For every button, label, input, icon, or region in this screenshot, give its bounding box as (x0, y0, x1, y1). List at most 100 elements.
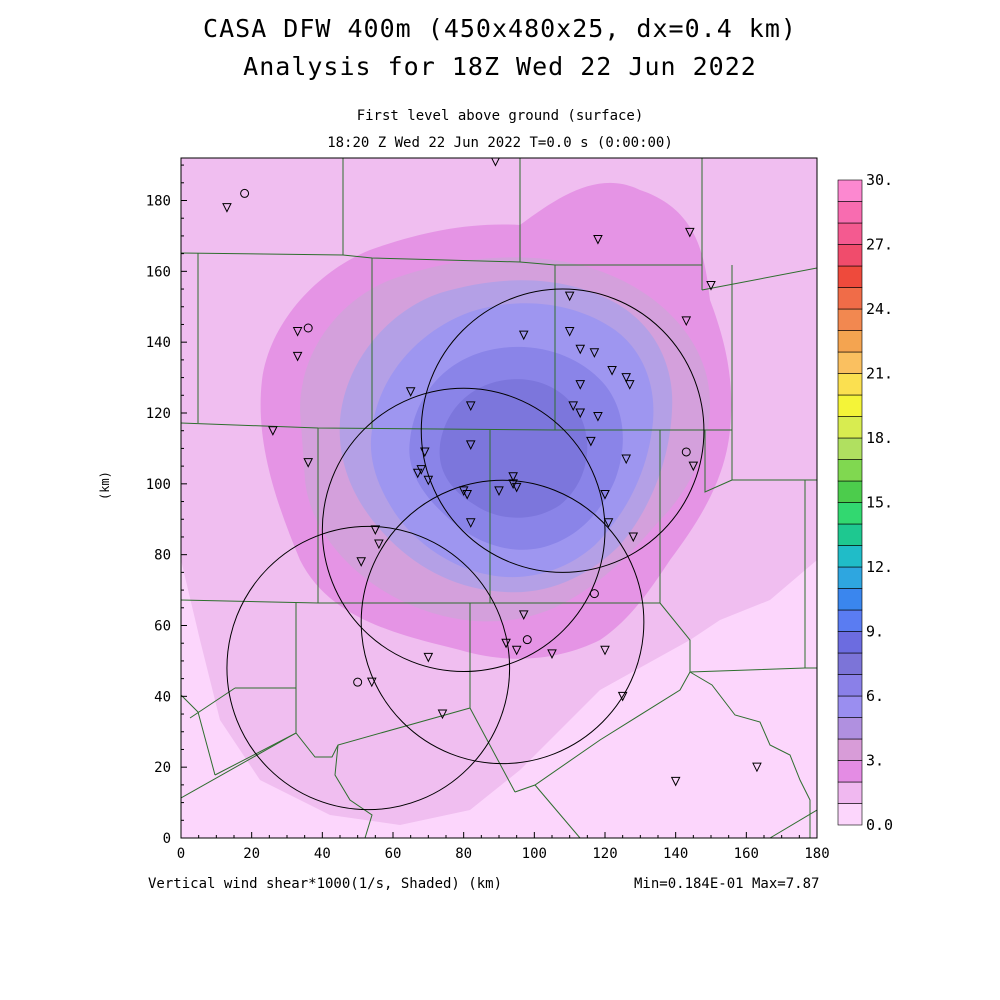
colorbar-swatch (837, 373, 863, 396)
station-triangle (593, 234, 603, 245)
colorbar-swatch (837, 287, 863, 310)
station-triangle (684, 227, 695, 238)
colorbar-swatch (837, 265, 863, 288)
station-triangle (575, 380, 586, 390)
station-triangle (688, 461, 699, 472)
colorbar-swatch (837, 674, 863, 697)
colorbar-label: 27. (866, 236, 893, 254)
y-axis: 0 20 40 60 80 100 120 140 160 180 (146, 164, 187, 847)
colorbar-swatch (837, 351, 863, 374)
radar-ring-3 (360, 479, 645, 765)
colorbar-swatch (837, 652, 863, 675)
station-circle (240, 188, 250, 198)
colorbar-swatch (837, 244, 863, 267)
colorbar-label: 30. (866, 171, 893, 189)
colorbar-swatch (837, 717, 863, 740)
y-tick-label: 0 (163, 831, 171, 847)
station-triangle (374, 539, 384, 550)
station-triangle (412, 468, 423, 479)
station-triangle (624, 380, 635, 390)
colorbar-swatch (837, 588, 863, 611)
station-triangle (303, 458, 314, 468)
station-triangle (564, 291, 575, 302)
colorbar-swatch (837, 201, 863, 224)
field-description: Vertical wind shear*1000(1/s, Shaded) (k… (148, 876, 503, 892)
colorbar-label: 3. (866, 752, 884, 770)
station-triangle (370, 525, 381, 535)
y-tick-label: 140 (146, 335, 171, 351)
station-triangle (621, 454, 632, 465)
colorbar-label: 24. (866, 300, 893, 318)
colorbar-swatch (837, 760, 863, 783)
y-tick-label: 100 (146, 477, 171, 493)
map-title: CASA DFW 400m (450x480x25, dx=0.4 km) (203, 14, 797, 43)
colorbar-swatch (837, 609, 863, 632)
station-triangle (465, 518, 476, 528)
radar-ring-2 (321, 387, 606, 673)
x-tick-label: 160 (734, 846, 759, 862)
colorbar-swatch (837, 695, 863, 718)
x-tick-label: 100 (522, 846, 547, 862)
station-circle (522, 635, 532, 645)
radar-rings (226, 288, 705, 811)
level-label: First level above ground (surface) (356, 108, 644, 124)
x-tick-label: 0 (177, 846, 185, 862)
station-triangle (518, 330, 529, 341)
station-triangle (603, 518, 614, 528)
y-tick-label: 180 (146, 194, 171, 210)
x-tick-label: 120 (592, 846, 617, 862)
station-triangle (511, 482, 522, 493)
colorbar-swatch (837, 566, 863, 589)
station-triangle (706, 281, 716, 291)
colorbar-label: 9. (866, 623, 884, 641)
station-triangle (423, 475, 434, 486)
colorbar-swatch (837, 803, 863, 826)
colorbar-label: 18. (866, 429, 893, 447)
station-circle (681, 447, 691, 457)
station-triangle (670, 776, 681, 787)
colorbar-swatch (837, 523, 863, 546)
y-tick-label: 60 (154, 619, 171, 635)
station-triangle (564, 327, 575, 337)
colorbar-label: 15. (866, 494, 893, 512)
station-triangle (268, 426, 278, 436)
x-tick-label: 140 (663, 846, 688, 862)
x-tick-label: 180 (804, 846, 829, 862)
station-triangle (494, 486, 504, 497)
colorbar-label: 6. (866, 687, 884, 705)
station-circle (303, 323, 313, 333)
colorbar-swatch (837, 222, 863, 245)
station-triangle (607, 366, 617, 376)
colorbar-swatch (837, 738, 863, 761)
station-triangle (292, 351, 303, 362)
station-triangle (589, 348, 600, 358)
x-tick-label: 80 (455, 846, 472, 862)
station-triangle (617, 691, 628, 702)
station-triangle (568, 401, 579, 412)
station-triangle (621, 373, 632, 383)
station-triangle (600, 645, 610, 656)
map-subtitle-analysis: Analysis for 18Z Wed 22 Jun 2022 (243, 52, 757, 81)
station-triangle (508, 472, 518, 482)
station-triangle (575, 344, 586, 355)
station-triangle (752, 762, 762, 773)
y-tick-label: 80 (154, 548, 171, 564)
station-circle (589, 589, 599, 599)
station-triangle (586, 436, 596, 447)
y-tick-label: 120 (146, 406, 171, 422)
colorbar-swatch (837, 545, 863, 568)
colorbar-swatch (837, 437, 863, 460)
colorbar-swatch (837, 416, 863, 439)
shaded-field (181, 158, 817, 838)
y-tick-label: 160 (146, 264, 171, 280)
colorbar-swatch (837, 394, 863, 417)
station-triangle (547, 649, 557, 659)
station-triangle (419, 447, 430, 458)
time-label: 18:20 Z Wed 22 Jun 2022 T=0.0 s (0:00:00… (327, 135, 673, 151)
min-max-readout: Min=0.184E-01 Max=7.87 (634, 876, 820, 892)
station-triangle (465, 401, 476, 412)
y-axis-label: (km) (98, 471, 112, 500)
colorbar-swatch (837, 308, 863, 331)
station-triangle (681, 316, 692, 327)
